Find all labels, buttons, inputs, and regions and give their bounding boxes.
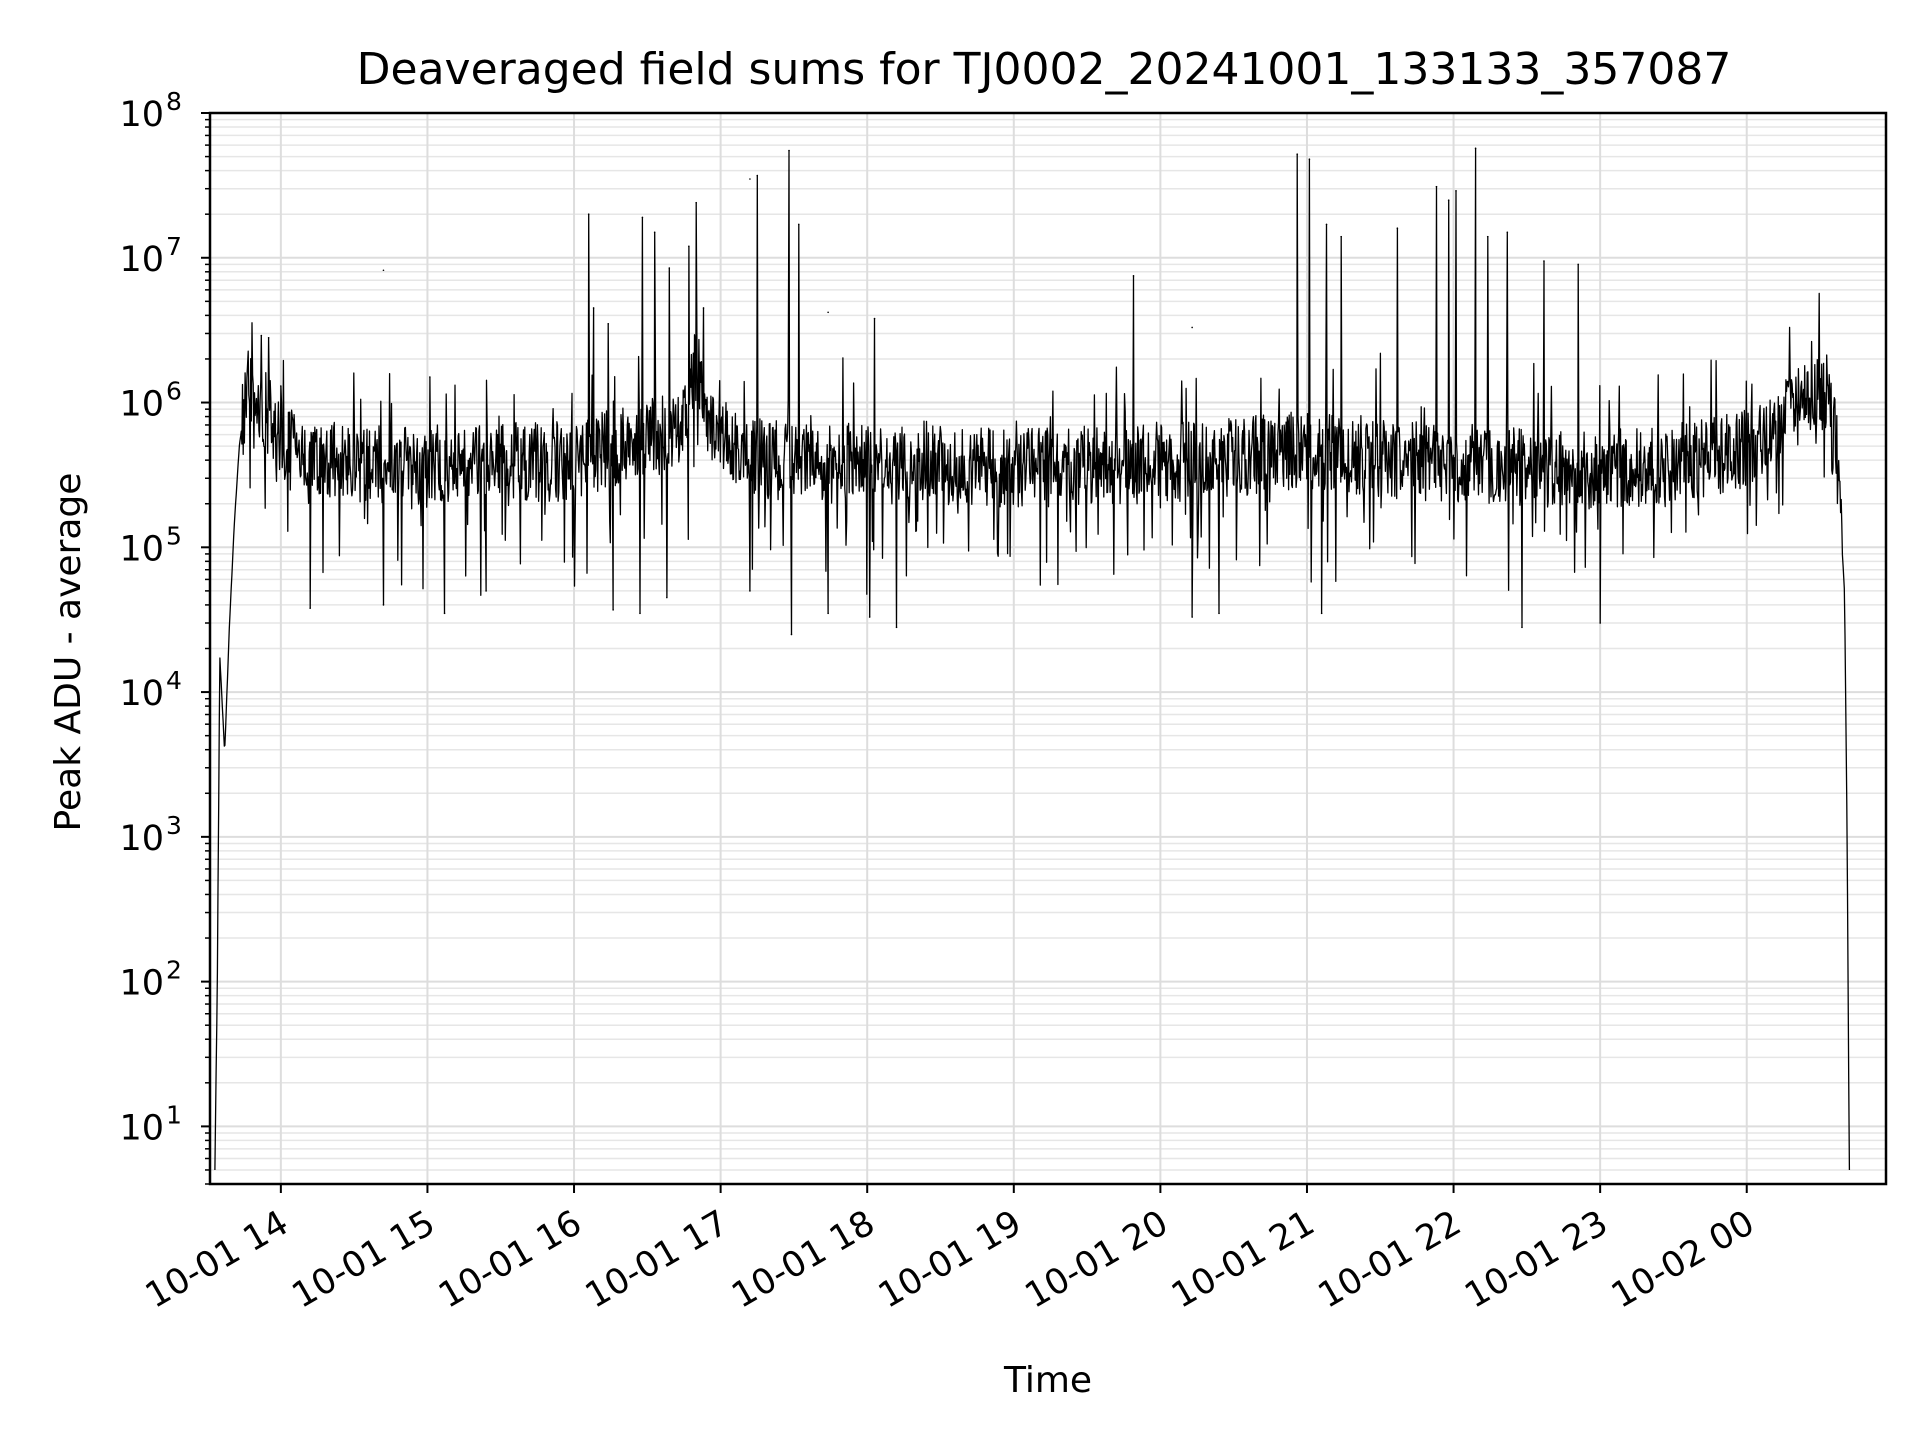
spike-point <box>788 149 790 152</box>
y-tick-label-exponent: 4 <box>166 666 182 695</box>
y-tick-label: 10 4 <box>119 666 181 714</box>
spike-point <box>653 231 656 234</box>
y-tick-label: 10 7 <box>119 232 181 280</box>
dip-point <box>485 590 487 592</box>
y-tick-label: 10 1 <box>119 1100 181 1148</box>
dip-point <box>612 609 614 611</box>
spike-point <box>1543 260 1545 262</box>
dip-point <box>1320 612 1323 615</box>
spike-point <box>1455 190 1457 192</box>
spike-point <box>797 223 800 226</box>
spike-point <box>873 317 876 320</box>
spike-point <box>1132 275 1135 277</box>
spike-point <box>702 307 705 309</box>
series-layer <box>214 147 1851 1171</box>
y-tick-label-exponent: 1 <box>166 1100 182 1129</box>
y-tick-label-exponent: 2 <box>166 956 182 985</box>
y-axis-label: Peak ADU - average <box>48 473 89 832</box>
y-tick-label: 10 2 <box>119 956 181 1004</box>
spike-point <box>1577 263 1579 266</box>
spike-point <box>1506 231 1509 234</box>
spike-point <box>1325 223 1328 226</box>
dip-point <box>895 626 898 629</box>
spike-point <box>695 201 697 204</box>
y-tick-label-base: 10 <box>119 964 164 1004</box>
dip-point <box>443 612 446 615</box>
plot-area <box>208 111 1888 1186</box>
y-tick-label-base: 10 <box>119 819 164 859</box>
spike-point <box>607 322 610 325</box>
y-tick-label-exponent: 7 <box>166 232 182 261</box>
spike-point <box>1447 199 1450 201</box>
dip-point <box>1599 622 1601 624</box>
spike-point <box>668 267 671 269</box>
x-axis-label: Time <box>1003 1360 1092 1401</box>
y-tick-label-base: 10 <box>119 95 164 135</box>
spike-point <box>641 216 644 219</box>
spike-point <box>260 334 263 337</box>
y-tick-label-base: 10 <box>119 240 164 280</box>
y-tick-label-base: 10 <box>119 1108 164 1148</box>
y-tick-label-base: 10 <box>119 529 164 569</box>
spike-point <box>1340 235 1342 238</box>
spike-point <box>749 178 751 180</box>
dip-point <box>868 616 871 618</box>
dip-point <box>827 612 829 615</box>
y-tick-label-exponent: 3 <box>166 811 182 840</box>
dip-point <box>1218 612 1220 615</box>
y-tick-label-exponent: 5 <box>166 521 182 550</box>
spike-point <box>827 311 829 314</box>
y-tick-label-exponent: 8 <box>166 87 182 116</box>
spike-point <box>587 213 590 215</box>
dip-point <box>309 607 311 609</box>
y-tick-label-base: 10 <box>119 674 164 714</box>
dip-point <box>749 590 751 592</box>
y-tick-label: 10 5 <box>119 521 181 569</box>
spike-point <box>382 269 385 272</box>
chart-title: Deaveraged field sums for TJ0002_2024100… <box>357 44 1732 95</box>
spike-point <box>1296 153 1299 155</box>
spike-point <box>280 385 282 387</box>
y-tick-label: 10 3 <box>119 811 181 859</box>
dip-point <box>1191 616 1193 618</box>
series-line <box>214 147 1851 1171</box>
spike-point <box>267 337 270 339</box>
spike-point <box>1435 185 1438 188</box>
spike-point <box>1191 326 1193 329</box>
spike-point <box>688 245 690 248</box>
spike-point <box>1486 235 1489 238</box>
dip-point <box>790 633 793 636</box>
y-tick-label: 10 6 <box>119 377 181 425</box>
dip-point <box>639 612 641 615</box>
y-tick-label-base: 10 <box>119 385 164 425</box>
spike-point <box>756 174 759 177</box>
spike-point <box>429 376 431 378</box>
spike-point <box>592 307 595 309</box>
spike-point <box>1396 227 1399 230</box>
y-tick-label-exponent: 6 <box>166 377 182 406</box>
spike-point <box>1308 158 1311 160</box>
dip-point <box>1521 626 1523 629</box>
dip-point <box>382 604 385 606</box>
y-tick-label: 10 8 <box>119 87 181 135</box>
dip-point <box>666 596 668 599</box>
spike-point <box>1474 147 1477 150</box>
